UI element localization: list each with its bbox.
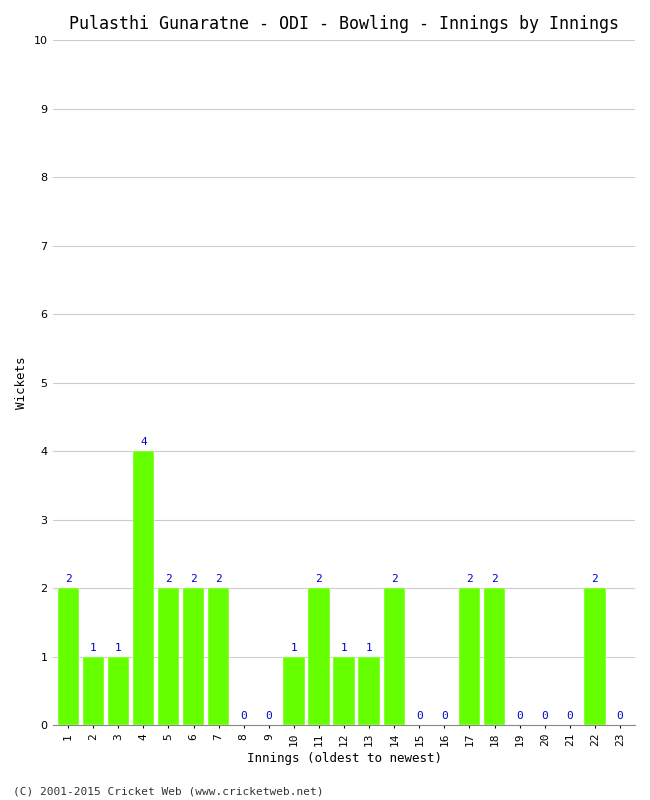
Text: 0: 0 [617, 711, 623, 721]
Bar [333, 657, 355, 726]
Text: 2: 2 [215, 574, 222, 584]
Text: 0: 0 [441, 711, 448, 721]
Text: 2: 2 [466, 574, 473, 584]
Text: 4: 4 [140, 437, 147, 447]
Bar [283, 657, 305, 726]
Text: 1: 1 [90, 642, 97, 653]
Text: 0: 0 [416, 711, 422, 721]
Bar [208, 588, 229, 726]
Text: 0: 0 [265, 711, 272, 721]
Text: (C) 2001-2015 Cricket Web (www.cricketweb.net): (C) 2001-2015 Cricket Web (www.cricketwe… [13, 786, 324, 796]
Bar [584, 588, 606, 726]
Text: 2: 2 [165, 574, 172, 584]
Text: 2: 2 [592, 574, 598, 584]
Bar [384, 588, 405, 726]
Text: 1: 1 [115, 642, 122, 653]
Text: 2: 2 [491, 574, 498, 584]
Bar [133, 451, 154, 726]
Bar [308, 588, 330, 726]
Text: 0: 0 [240, 711, 247, 721]
Text: 1: 1 [291, 642, 297, 653]
Text: 2: 2 [65, 574, 72, 584]
Bar [57, 588, 79, 726]
Text: 1: 1 [366, 642, 372, 653]
Text: 1: 1 [341, 642, 348, 653]
Text: 0: 0 [541, 711, 548, 721]
Text: 0: 0 [566, 711, 573, 721]
Bar [108, 657, 129, 726]
Bar [459, 588, 480, 726]
Text: 0: 0 [516, 711, 523, 721]
Bar [158, 588, 179, 726]
Bar [83, 657, 104, 726]
Y-axis label: Wickets: Wickets [15, 357, 28, 409]
X-axis label: Innings (oldest to newest): Innings (oldest to newest) [246, 752, 441, 765]
Text: 2: 2 [190, 574, 197, 584]
Title: Pulasthi Gunaratne - ODI - Bowling - Innings by Innings: Pulasthi Gunaratne - ODI - Bowling - Inn… [69, 15, 619, 33]
Bar [359, 657, 380, 726]
Text: 2: 2 [316, 574, 322, 584]
Text: 2: 2 [391, 574, 398, 584]
Bar [183, 588, 204, 726]
Bar [484, 588, 505, 726]
